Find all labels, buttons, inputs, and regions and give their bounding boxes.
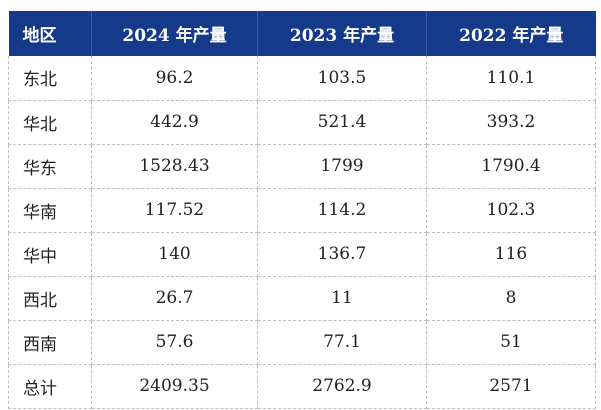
- value-2024-cell: 57.6: [91, 319, 258, 365]
- value-2024-cell: 140: [91, 231, 258, 277]
- production-table-container: 地区 2024 年产量 2023 年产量 2022 年产量 东北 96.2 10…: [8, 11, 596, 409]
- value-2023-cell: 77.1: [257, 319, 427, 365]
- production-table: 地区 2024 年产量 2023 年产量 2022 年产量 东北 96.2 10…: [8, 11, 596, 409]
- total-2024-cell: 2409.35: [91, 363, 258, 409]
- value-2024-cell: 442.9: [91, 99, 258, 145]
- total-2023-cell: 2762.9: [257, 363, 427, 409]
- value-2022-cell: 393.2: [426, 99, 596, 145]
- region-cell-total: 总计: [8, 363, 92, 409]
- table-row: 西北 26.7 11 8: [8, 275, 596, 321]
- table-row: 华北 442.9 521.4 393.2: [8, 99, 596, 145]
- region-cell: 西北: [8, 275, 92, 321]
- table-row: 华中 140 136.7 116: [8, 231, 596, 277]
- table-row: 东北 96.2 103.5 110.1: [8, 56, 596, 101]
- region-cell: 西南: [8, 319, 92, 365]
- value-2023-cell: 11: [257, 275, 427, 321]
- table-row-total: 总计 2409.35 2762.9 2571: [8, 363, 596, 409]
- region-cell: 华北: [8, 99, 92, 145]
- region-cell: 华东: [8, 143, 92, 189]
- table-row: 华东 1528.43 1799 1790.4: [8, 143, 596, 189]
- value-2024-cell: 96.2: [91, 56, 258, 101]
- region-cell: 华南: [8, 187, 92, 233]
- value-2023-cell: 114.2: [257, 187, 427, 233]
- header-2023-output: 2023 年产量: [257, 11, 427, 56]
- region-cell: 东北: [8, 56, 92, 101]
- header-2024-output: 2024 年产量: [91, 11, 258, 56]
- value-2023-cell: 521.4: [257, 99, 427, 145]
- table-row: 华南 117.52 114.2 102.3: [8, 187, 596, 233]
- value-2022-cell: 1790.4: [426, 143, 596, 189]
- value-2024-cell: 1528.43: [91, 143, 258, 189]
- value-2023-cell: 103.5: [257, 56, 427, 101]
- value-2022-cell: 8: [426, 275, 596, 321]
- value-2022-cell: 110.1: [426, 56, 596, 101]
- total-2022-cell: 2571: [426, 363, 596, 409]
- region-cell: 华中: [8, 231, 92, 277]
- value-2024-cell: 26.7: [91, 275, 258, 321]
- table-row: 西南 57.6 77.1 51: [8, 319, 596, 365]
- value-2023-cell: 1799: [257, 143, 427, 189]
- header-region: 地区: [8, 11, 92, 56]
- value-2024-cell: 117.52: [91, 187, 258, 233]
- table-header: 地区 2024 年产量 2023 年产量 2022 年产量: [8, 11, 596, 56]
- value-2022-cell: 102.3: [426, 187, 596, 233]
- table-body: 东北 96.2 103.5 110.1 华北 442.9 521.4 393.2…: [8, 56, 596, 409]
- value-2023-cell: 136.7: [257, 231, 427, 277]
- header-row: 地区 2024 年产量 2023 年产量 2022 年产量: [8, 11, 596, 56]
- value-2022-cell: 51: [426, 319, 596, 365]
- header-2022-output: 2022 年产量: [426, 11, 596, 56]
- value-2022-cell: 116: [426, 231, 596, 277]
